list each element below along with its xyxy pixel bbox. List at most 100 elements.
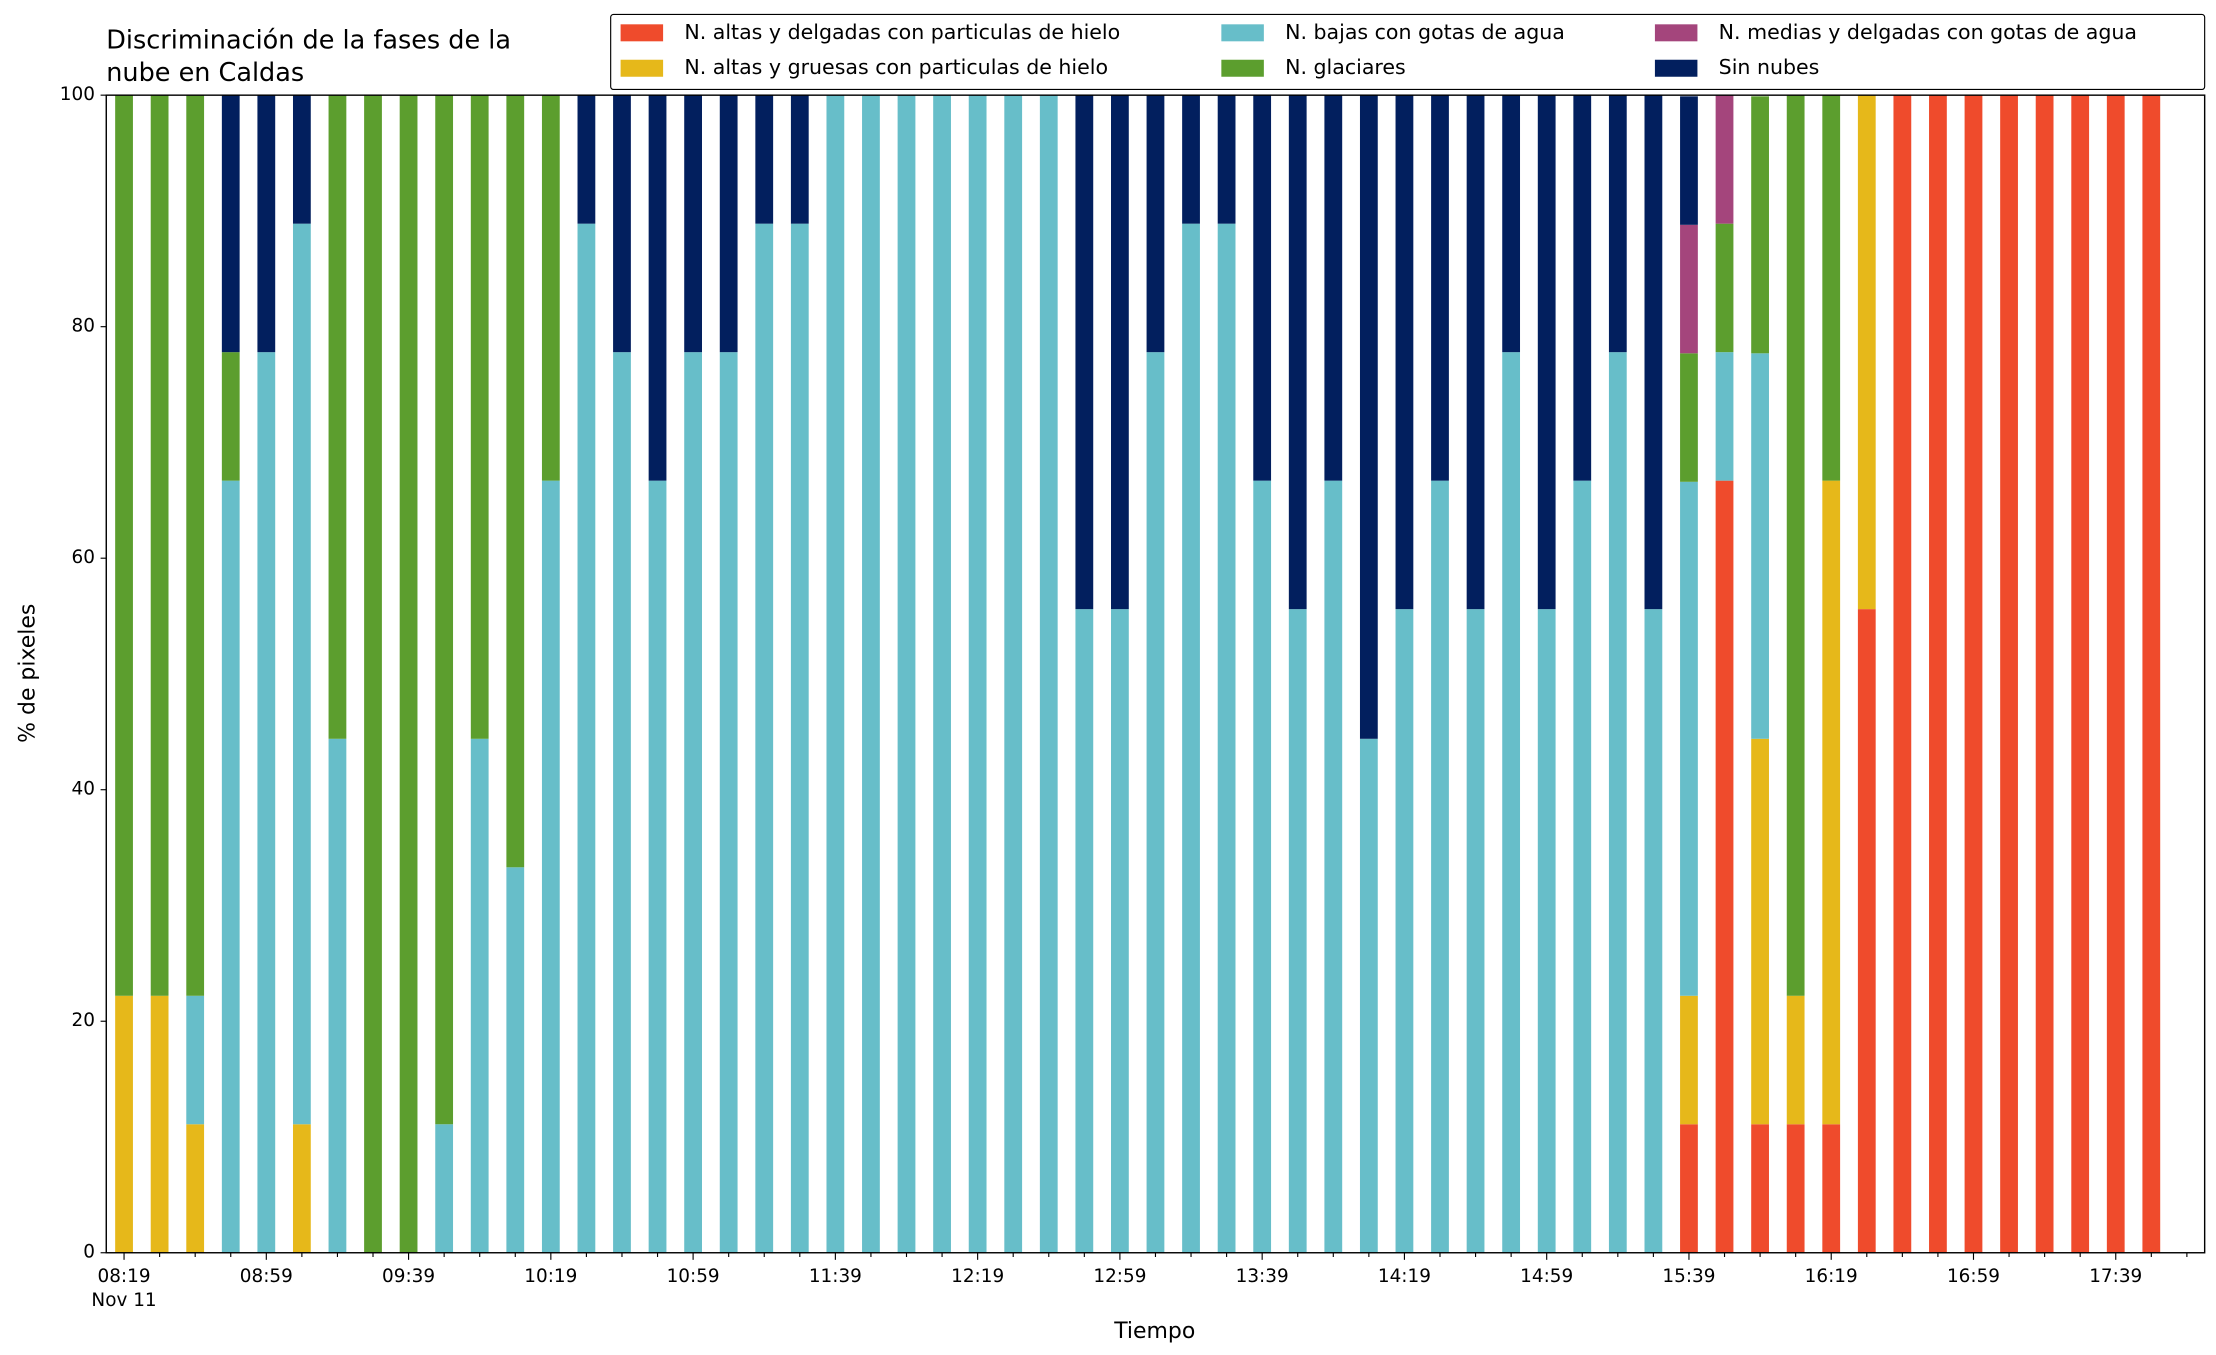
bar-segment [1111,609,1129,1253]
bar-segment [1431,95,1449,481]
x-tick-label: 14:59 [1520,1266,1573,1287]
legend-label: N. altas y gruesas con particulas de hie… [684,55,1108,79]
bar-segment [1573,480,1592,1253]
x-tick-label: 08:19 [98,1266,151,1287]
bar-segment [1608,352,1627,1253]
bar-segment [221,352,240,481]
legend-label: N. altas y delgadas con particulas de hi… [684,20,1120,44]
bar-segment [1182,95,1200,224]
bar-segment [2035,95,2054,1253]
bar-segment [1466,95,1485,610]
x-tick-label: 14:19 [1378,1266,1431,1287]
y-tick-label: 20 [72,1010,95,1031]
bar-segment [1146,95,1165,353]
legend-swatch [620,24,664,42]
y-tick-label: 100 [60,84,95,105]
x-tick-label: 15:39 [1662,1266,1715,1287]
bar-segment [1253,95,1272,481]
bar-segment [1644,609,1663,1253]
bar-segment [470,95,489,739]
x-tick-label: 09:39 [382,1266,435,1287]
bar-segment [541,480,560,1253]
bar-segment [1288,95,1307,610]
bar-segment [186,95,205,996]
bar-segment [1431,480,1449,1253]
bar-segment [684,352,702,1253]
bar-segment [1751,96,1769,354]
bar-segment [1751,1124,1769,1253]
y-axis-label: % de pixeles [15,604,40,743]
chart-title: nube en Caldas [106,58,304,88]
bar-segment [1395,609,1414,1253]
bar-segment [1786,95,1805,996]
bar-segment [1075,609,1094,1253]
y-tick-label: 60 [72,547,95,568]
legend-swatch [1654,24,1698,42]
bar-segment [1537,95,1556,610]
bar-segment [1751,353,1769,739]
bar-segment [1786,1124,1805,1253]
legend-label: N. glaciares [1285,55,1406,79]
bar-segment [968,95,987,1253]
bar-segment [897,95,916,1253]
bar-segment [648,95,667,481]
x-tick-label: 12:59 [1093,1266,1146,1287]
legend-label: Sin nubes [1719,55,1820,79]
bar-segment [506,867,525,1253]
bar-segment [1857,95,1876,610]
x-tick-label: 12:19 [951,1266,1004,1287]
x-tick-label: 13:39 [1236,1266,1289,1287]
bar-segment [1964,95,1983,1253]
bar-segment [719,352,738,1253]
bar-segment [1324,480,1343,1253]
bar-segment [1715,95,1734,224]
legend-swatch [1221,24,1264,42]
legend-swatch [1654,59,1698,77]
legend-box [610,13,2206,91]
bar-segment [1680,481,1698,996]
bar-segment [2142,95,2161,1253]
y-tick-label: 80 [72,316,95,337]
bar-segment [1502,352,1521,1253]
legend-swatch [1221,59,1264,77]
bar-segment [790,223,809,1253]
bar-segment [826,95,845,1253]
x-tick-label: 16:19 [1805,1266,1858,1287]
bar-segment [115,995,133,1253]
bar-segment [755,223,774,1253]
x-tick-label: 11:39 [809,1266,862,1287]
bar-segment [1644,95,1663,610]
bar-segment [435,1124,454,1253]
bar-segment [399,95,418,1253]
bar-segment [1608,95,1627,353]
bar-segment [1039,95,1058,1253]
bar-segment [577,223,596,1253]
bar-segment [1822,480,1841,1125]
bar-segment [790,95,809,224]
bar-segment [1537,609,1556,1253]
bar-segment [2071,95,2090,1253]
bar-segment [684,95,702,353]
bar-segment [719,95,738,353]
x-tick-label: 08:59 [240,1266,293,1287]
bar-segment [1751,738,1769,1125]
bar-segment [613,95,631,353]
bar-segment [1715,352,1734,481]
legend-swatch [620,59,664,77]
bar-segment [328,738,347,1253]
x-tick-label: 16:59 [1947,1266,2000,1287]
y-tick-label: 40 [72,779,95,800]
bar-segment [1182,223,1200,1253]
bar-segment [755,95,774,224]
bar-segment [1111,95,1129,610]
bar-segment [933,95,951,1253]
bar-segment [1253,480,1272,1253]
bar-segment [613,352,631,1253]
bar-segment [257,95,276,353]
bar-segment [292,223,311,1125]
x-tick-label: 10:59 [667,1266,720,1287]
bar-segment [1715,223,1734,353]
bar-segment [1857,609,1876,1253]
